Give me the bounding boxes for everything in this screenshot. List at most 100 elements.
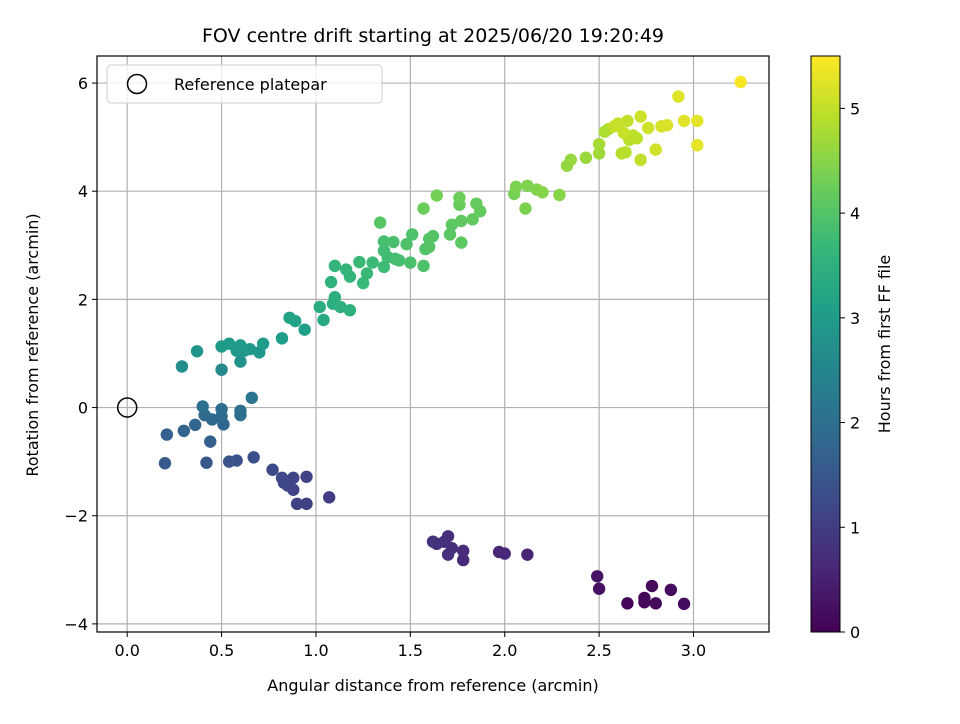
data-point	[592, 582, 606, 595]
data-point	[641, 121, 655, 135]
x-axis-label: Angular distance from reference (arcmin)	[267, 676, 598, 695]
data-point	[453, 191, 466, 204]
reference-point-marker	[116, 397, 138, 418]
data-point	[619, 146, 632, 159]
data-point	[300, 497, 313, 511]
data-point	[455, 236, 468, 249]
data-point	[322, 491, 336, 504]
data-point	[521, 179, 534, 193]
colorbar-tick-label: 5	[850, 99, 860, 118]
data-point	[691, 139, 704, 152]
chart-title: FOV centre drift starting at 2025/06/20 …	[202, 25, 664, 47]
data-point	[243, 342, 257, 356]
data-point	[234, 404, 247, 417]
colorbar-tick-label: 4	[850, 204, 860, 223]
data-point	[591, 570, 604, 583]
data-point	[441, 548, 455, 561]
data-point	[677, 114, 691, 128]
data-point	[343, 270, 357, 283]
data-point	[457, 553, 470, 567]
data-point	[298, 323, 311, 336]
y-tick-label: 0	[78, 399, 88, 418]
data-point	[196, 400, 209, 413]
x-tick-label: 1.0	[303, 641, 328, 660]
data-point	[734, 75, 747, 89]
data-point	[175, 360, 189, 373]
data-point	[324, 275, 338, 289]
data-point	[406, 228, 419, 241]
data-point	[649, 597, 662, 610]
data-point	[417, 202, 430, 215]
x-tick-label: 0.0	[114, 641, 139, 660]
x-tick-label: 3.0	[681, 641, 706, 660]
data-point	[672, 90, 685, 103]
colorbar: 0 1 2 3 4 5 Hours from first FF file	[810, 55, 894, 642]
data-point	[649, 143, 662, 156]
data-point	[498, 547, 511, 560]
data-point	[366, 256, 379, 269]
y-tick-label: 6	[78, 74, 88, 93]
data-point	[343, 303, 357, 317]
colorbar-tick-label: 3	[850, 309, 860, 328]
colorbar-tick-label: 0	[850, 623, 860, 642]
colorbar-tick-label: 1	[850, 518, 860, 537]
colorbar-gradient	[811, 56, 840, 632]
data-point	[200, 456, 213, 469]
data-point	[509, 180, 523, 194]
data-point	[608, 120, 621, 133]
data-point	[423, 240, 436, 254]
data-point	[400, 238, 413, 251]
data-point	[234, 355, 247, 368]
colorbar-frame	[810, 55, 841, 633]
colorbar-tick-label: 2	[850, 414, 860, 433]
data-point	[664, 583, 678, 597]
data-point	[377, 244, 391, 257]
data-point	[634, 153, 647, 167]
axes: 0.0 0.5 1.0 1.5 2.0 2.5 3.0 −4 −2 0 2 4 6	[64, 55, 770, 660]
data-point	[426, 229, 440, 243]
data-point	[430, 189, 443, 202]
data-point	[275, 332, 289, 345]
data-point	[222, 455, 236, 468]
colorbar-label: Hours from first FF file	[875, 255, 894, 434]
data-point	[691, 114, 704, 128]
data-point	[677, 597, 691, 611]
colorbar-ticks: 0 1 2 3 4 5	[840, 99, 860, 642]
data-point	[660, 119, 674, 132]
data-point	[536, 186, 549, 199]
y-tick-label: −2	[64, 507, 88, 526]
data-point	[204, 435, 217, 448]
legend-marker-reference	[126, 73, 148, 95]
data-point	[417, 259, 430, 273]
data-point	[334, 300, 347, 314]
data-point	[443, 228, 457, 241]
x-tick-label: 2.5	[586, 641, 611, 660]
x-tick-label: 2.0	[492, 641, 517, 660]
data-point	[290, 497, 304, 511]
data-point	[160, 428, 174, 441]
y-axis-label: Rotation from reference (arcmin)	[23, 213, 42, 476]
data-point	[592, 137, 606, 151]
data-point	[190, 345, 204, 358]
data-point	[256, 337, 270, 350]
data-point	[638, 596, 651, 609]
data-point	[328, 259, 342, 273]
data-point	[177, 424, 191, 438]
legend-label-reference: Reference platepar	[174, 75, 327, 94]
legend: Reference platepar	[106, 64, 383, 104]
data-point	[300, 470, 313, 483]
data-point	[426, 535, 440, 548]
data-point	[466, 213, 479, 226]
data-point	[519, 202, 532, 215]
data-point	[630, 132, 644, 145]
plot-frame	[96, 55, 770, 633]
data-point	[283, 311, 296, 324]
data-point	[377, 235, 391, 248]
legend-box	[106, 64, 383, 104]
y-tick-label: 2	[78, 290, 88, 309]
data-point	[247, 451, 260, 464]
data-point	[579, 151, 593, 164]
data-point	[455, 214, 468, 228]
data-point	[621, 597, 634, 610]
data-point	[457, 544, 470, 558]
